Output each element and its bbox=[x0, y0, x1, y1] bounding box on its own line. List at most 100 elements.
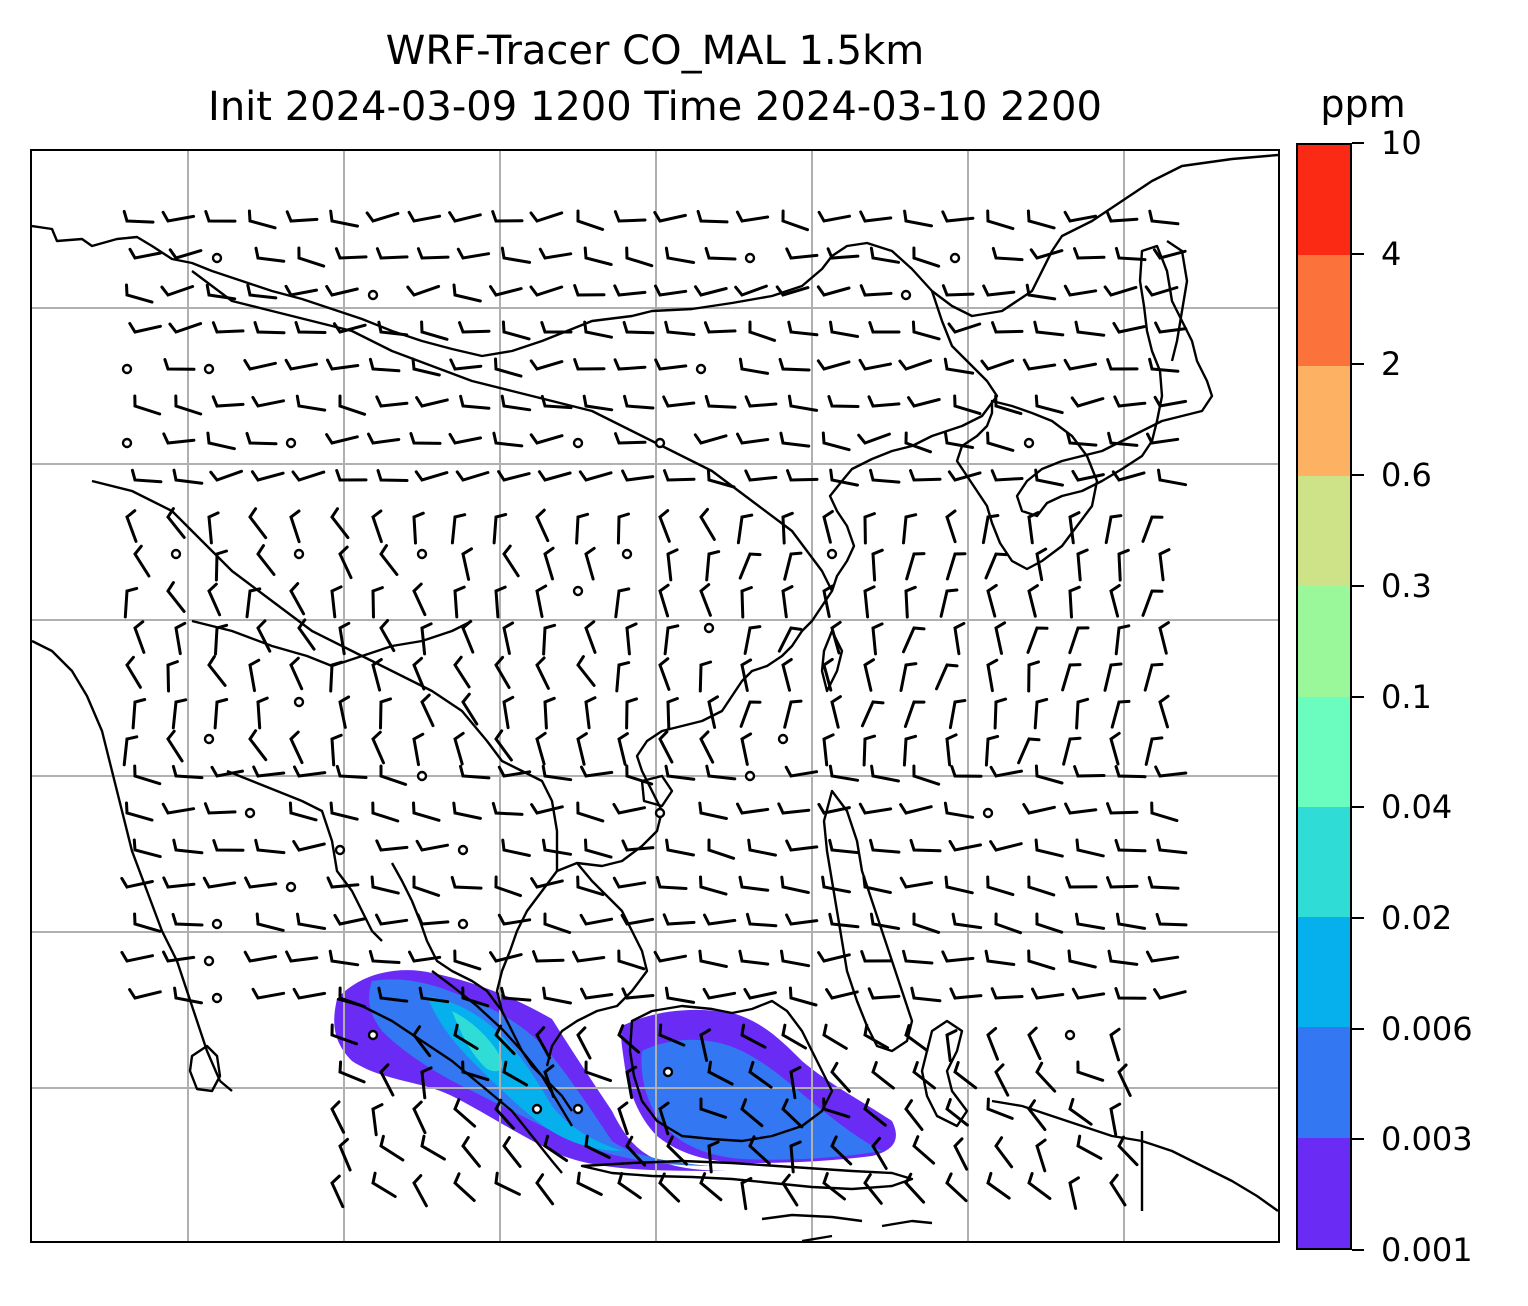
wind-barb bbox=[862, 875, 892, 894]
wind-barb bbox=[371, 1103, 384, 1137]
wind-barb bbox=[821, 875, 851, 894]
wind-barb bbox=[289, 730, 304, 765]
wind-barb bbox=[665, 838, 695, 857]
wind-barb bbox=[128, 988, 162, 1000]
wind-barb bbox=[409, 432, 442, 445]
wind-barb bbox=[1117, 1135, 1139, 1167]
wind-barb bbox=[981, 514, 1000, 545]
wind-barb bbox=[491, 801, 524, 816]
map-panel[interactable] bbox=[30, 149, 1280, 1243]
wind-barb bbox=[538, 247, 573, 260]
wind-barb bbox=[912, 1061, 936, 1090]
wind-barb bbox=[412, 1100, 427, 1135]
colorbar-tick-label: 0.003 bbox=[1381, 1120, 1473, 1159]
wind-barb bbox=[494, 729, 513, 762]
coast-sulawesi bbox=[920, 1019, 969, 1128]
wind-barb bbox=[125, 801, 154, 822]
calm-marker bbox=[949, 252, 961, 264]
wind-barb bbox=[497, 765, 532, 778]
wind-barb bbox=[453, 731, 465, 766]
wind-barb bbox=[744, 395, 778, 408]
wind-barb bbox=[863, 1098, 887, 1127]
wind-barb bbox=[735, 210, 770, 223]
wind-barb bbox=[207, 582, 222, 617]
wind-barb bbox=[658, 583, 670, 618]
wind-barb bbox=[285, 950, 319, 963]
wind-barb bbox=[578, 470, 613, 482]
wind-barb bbox=[990, 469, 1024, 482]
wind-barb bbox=[412, 656, 426, 691]
coast-java bbox=[580, 1159, 914, 1191]
wind-barb bbox=[945, 509, 957, 544]
wind-barb bbox=[252, 765, 286, 778]
wind-barb bbox=[1104, 514, 1123, 545]
wind-barb bbox=[1076, 548, 1089, 582]
coast-himalaya bbox=[191, 619, 473, 668]
wind-barb bbox=[203, 802, 237, 815]
wind-barb bbox=[664, 764, 696, 781]
wind-barb bbox=[625, 697, 638, 730]
wind-barb bbox=[125, 655, 142, 689]
coast-taiwan bbox=[820, 629, 844, 693]
wind-barb bbox=[666, 1135, 688, 1166]
wind-barb bbox=[1071, 987, 1106, 1000]
wind-barb bbox=[986, 658, 999, 693]
coast-bohai-korea bbox=[955, 399, 1099, 571]
wind-barb bbox=[614, 587, 631, 619]
wind-barb bbox=[329, 801, 359, 821]
wind-barb bbox=[1075, 838, 1105, 858]
calm-marker bbox=[654, 807, 666, 819]
wind-barb bbox=[780, 949, 811, 968]
wind-barb bbox=[738, 357, 770, 375]
wind-barb bbox=[328, 949, 360, 967]
wind-barb bbox=[453, 1172, 476, 1202]
wind-barb bbox=[541, 838, 573, 856]
wind-barb bbox=[1114, 765, 1147, 779]
wind-barb bbox=[857, 432, 891, 445]
wind-barb bbox=[994, 1063, 1010, 1097]
wind-barb bbox=[368, 357, 401, 373]
wind-barb bbox=[371, 1171, 397, 1198]
wind-barb bbox=[214, 623, 229, 656]
wind-barb bbox=[703, 913, 737, 926]
wind-barb bbox=[863, 512, 876, 545]
wind-barb bbox=[173, 986, 203, 1005]
wind-barb bbox=[376, 469, 409, 482]
wind-barb bbox=[1150, 801, 1179, 823]
wind-barb bbox=[461, 692, 479, 726]
wind-barb bbox=[543, 912, 572, 934]
wind-barb bbox=[449, 358, 483, 371]
wind-barb bbox=[172, 468, 204, 485]
wind-barb bbox=[984, 949, 1016, 966]
wind-barb bbox=[576, 1026, 592, 1060]
wind-barb bbox=[243, 359, 277, 371]
coast-sri-lanka bbox=[188, 1044, 222, 1093]
wind-barb bbox=[654, 358, 688, 371]
wind-barb bbox=[542, 986, 572, 1005]
wind-barb bbox=[613, 284, 647, 297]
wind-barb bbox=[412, 732, 425, 767]
wind-barb bbox=[256, 696, 269, 730]
wind-barb bbox=[120, 876, 154, 889]
wind-barb bbox=[1064, 802, 1098, 815]
wind-barb bbox=[535, 584, 548, 618]
wind-barb bbox=[860, 700, 885, 728]
wind-barb bbox=[453, 585, 466, 619]
wind-barb bbox=[500, 246, 532, 264]
wind-barb bbox=[168, 248, 203, 260]
wind-barb bbox=[830, 695, 842, 729]
colorbar-segment bbox=[1298, 806, 1350, 918]
wind-barb bbox=[459, 764, 491, 780]
wind-barb bbox=[706, 468, 736, 489]
wind-barb bbox=[625, 1135, 647, 1167]
wind-barb bbox=[662, 395, 696, 408]
wind-barb bbox=[532, 950, 565, 963]
wind-barb bbox=[899, 662, 918, 692]
colorbar-tick bbox=[1352, 916, 1364, 919]
wind-barb bbox=[530, 803, 564, 815]
wind-barb bbox=[734, 284, 768, 297]
wind-barb bbox=[1155, 912, 1188, 927]
wind-barb bbox=[414, 470, 449, 482]
wind-barb bbox=[658, 1172, 681, 1203]
wind-barb bbox=[991, 321, 1024, 334]
